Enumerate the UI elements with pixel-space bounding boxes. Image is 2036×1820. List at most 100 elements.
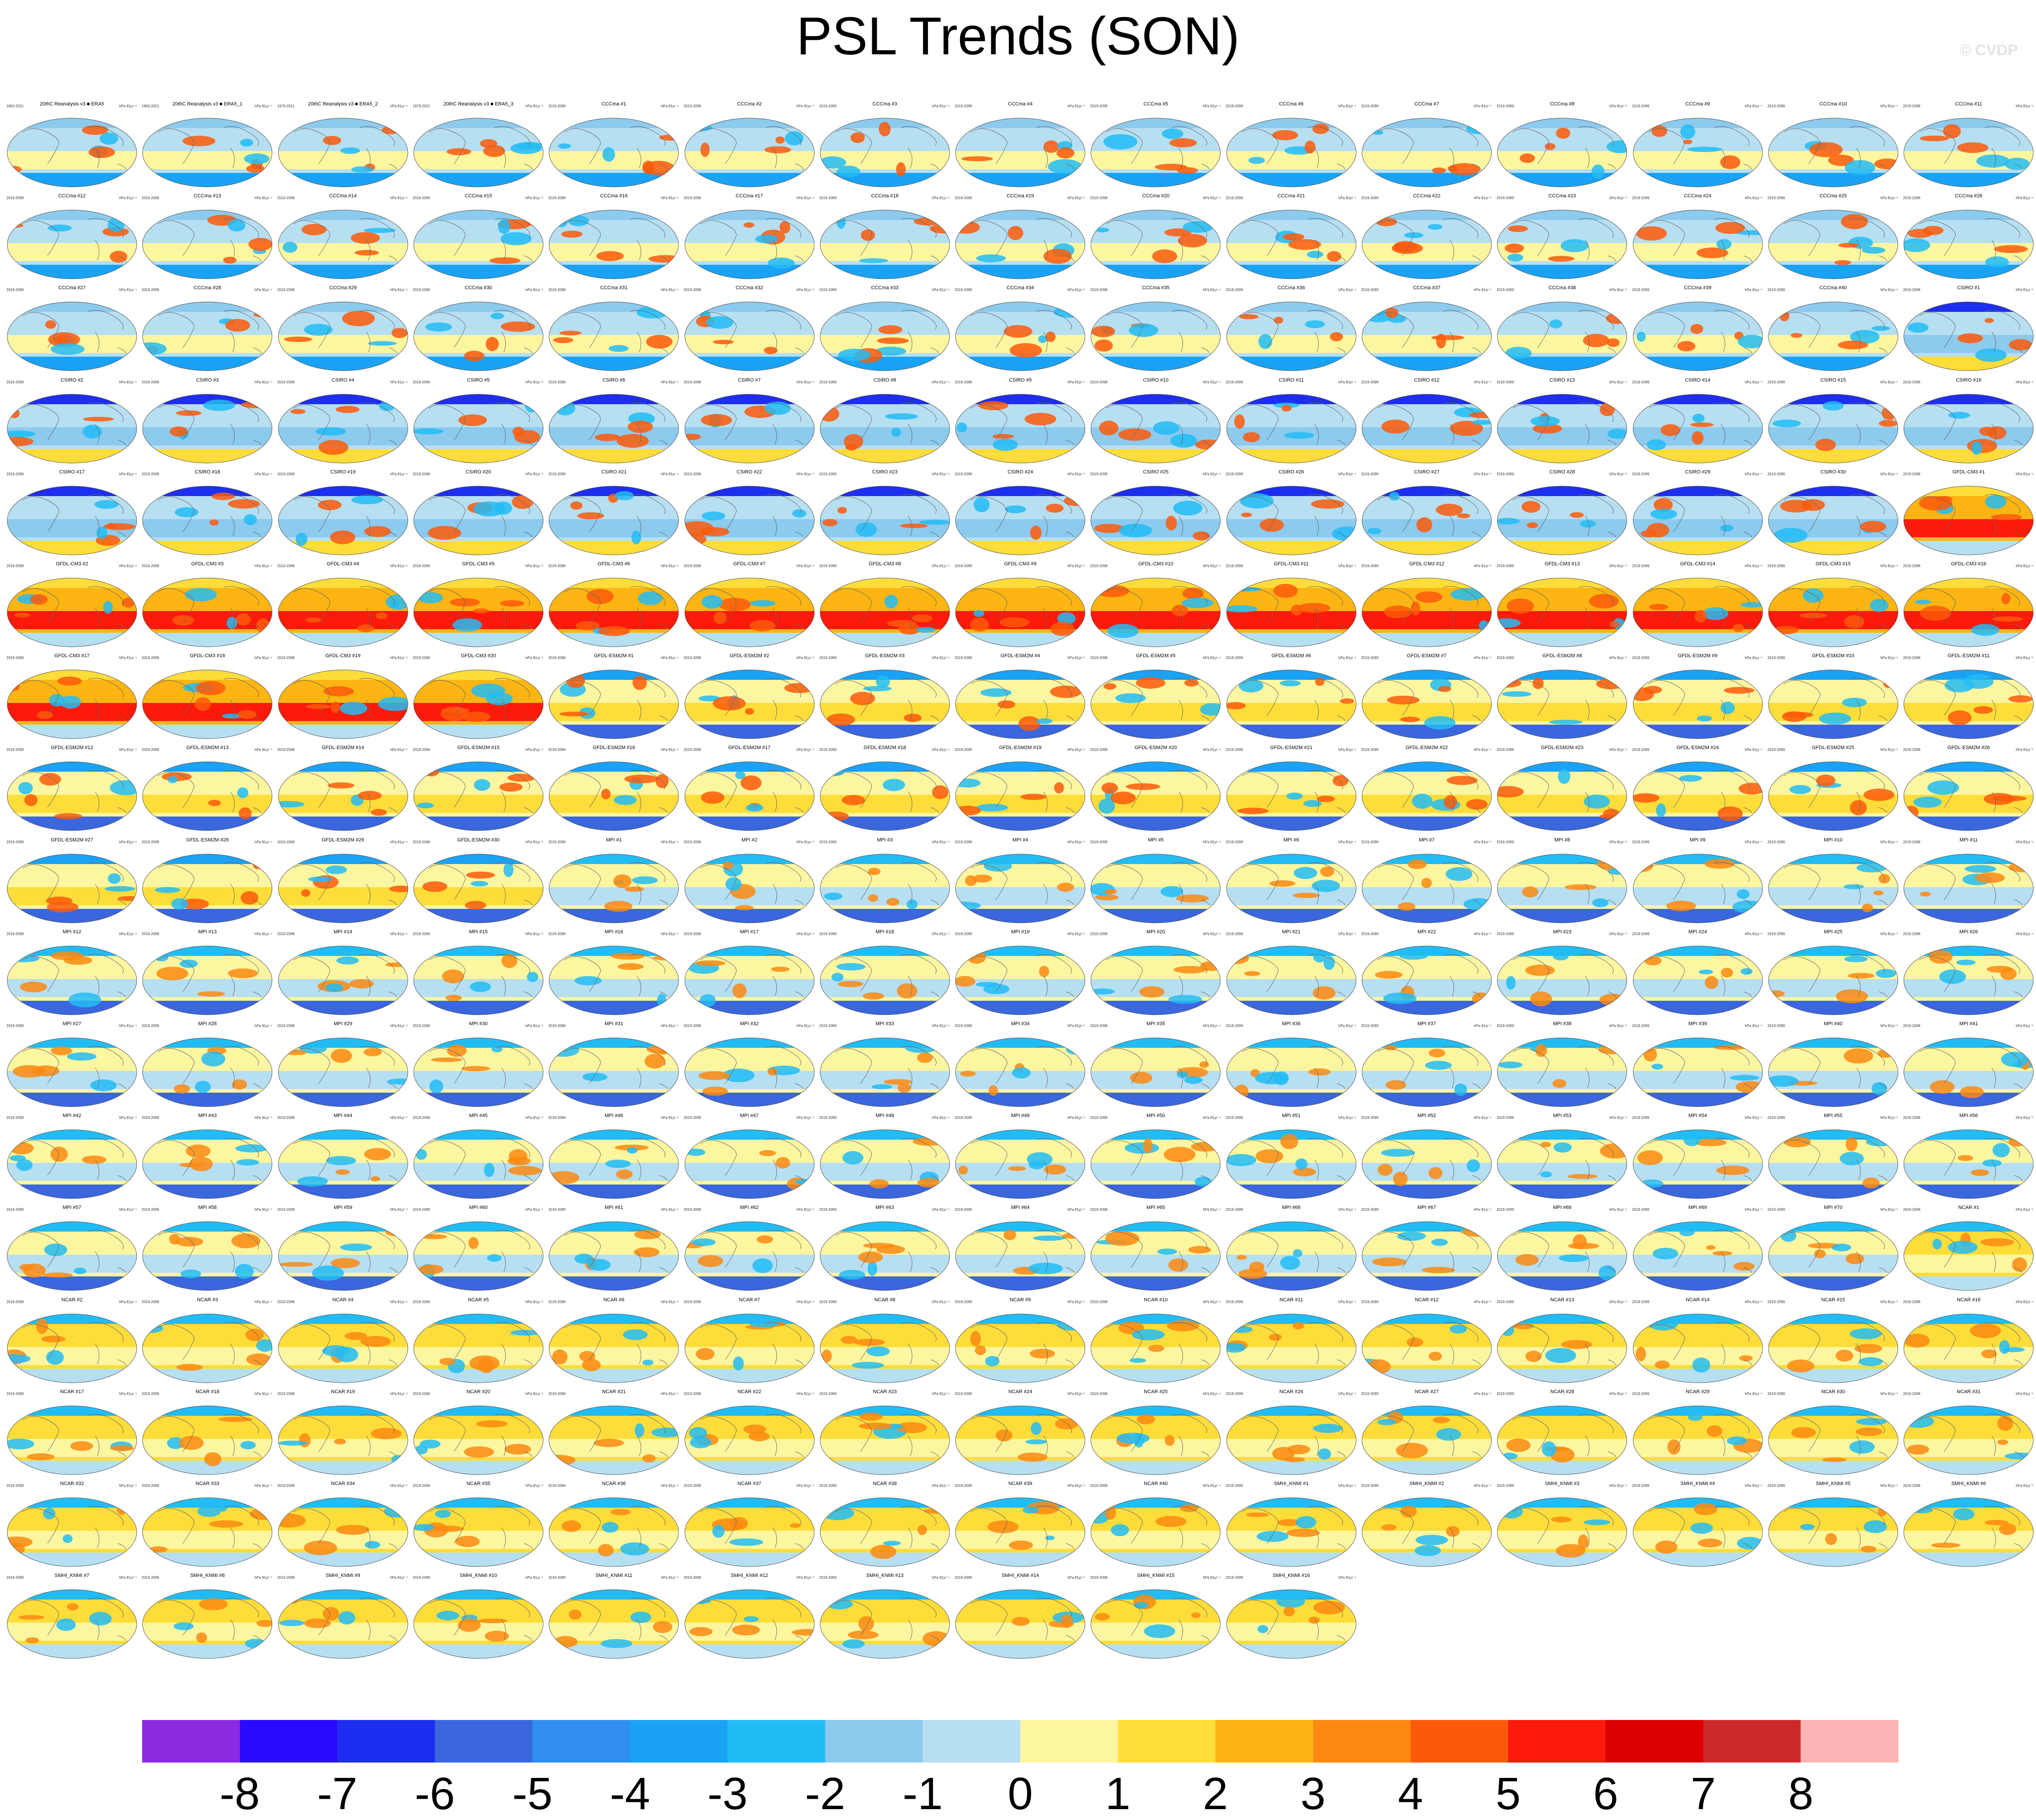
map-anomaly-blob (1982, 1159, 2002, 1167)
panel-years: 2019-2099 (1225, 1024, 1243, 1028)
map-anomaly-blob (1438, 686, 1451, 692)
panel-units: hPa 81yr⁻¹ (119, 380, 137, 384)
trend-map (1362, 301, 1492, 371)
map-anomaly-blob (792, 509, 806, 518)
map-anomaly-blob (330, 1049, 352, 1063)
panel-years: 2019-2099 (1496, 564, 1514, 568)
trend-map (549, 1129, 679, 1199)
map-anomaly-blob (1284, 432, 1314, 439)
map-anomaly-blob (1399, 952, 1428, 960)
map-anomaly-blob (1056, 147, 1075, 159)
map-anomaly-blob (1980, 1238, 2014, 1247)
map-anomaly-blob (27, 1453, 55, 1461)
trend-map (1226, 669, 1357, 739)
map-anomaly-blob (1132, 1329, 1165, 1340)
map-subtropic-band (684, 979, 814, 997)
map-north-band (1633, 762, 1763, 772)
trend-map-panel: CSIRO #3 2019-2099 hPa 81yr⁻¹ (140, 377, 275, 465)
panel-title: GFDL-CM3 #4 (326, 561, 359, 567)
panel-years: 2019-2099 (548, 288, 566, 292)
map-subtropic-band (956, 703, 1085, 721)
trend-map-panel: MPI #27 2019-2099 hPa 81yr⁻¹ (5, 1020, 139, 1109)
panel-title: GFDL-ESM2M #18 (864, 745, 906, 751)
trend-map (278, 578, 408, 647)
panel-years: 2019-2099 (6, 1299, 24, 1304)
map-anomaly-blob (1599, 1265, 1616, 1281)
map-north-band (684, 1498, 814, 1508)
map-anomaly-blob (554, 1636, 578, 1648)
map-anomaly-blob (1050, 621, 1075, 636)
map-coastline (1242, 770, 1346, 813)
map-anomaly-blob (1312, 124, 1329, 134)
map-north-band (1091, 1314, 1221, 1324)
map-anomaly-blob (1834, 260, 1851, 265)
panel-years: 2019-2099 (412, 1484, 430, 1488)
map-anomaly-blob (1592, 164, 1605, 179)
map-north-band (1633, 578, 1763, 588)
map-anomaly-blob (1094, 524, 1124, 533)
panel-units: hPa 81yr⁻¹ (2016, 380, 2034, 384)
panel-title: GFDL-ESM2M #11 (1947, 653, 1990, 659)
map-anomaly-blob (428, 525, 461, 540)
trend-map (142, 1314, 272, 1383)
map-subtropic-band (1091, 1531, 1221, 1549)
trend-map-panel: NCAR #34 2019-2099 hPa 81yr⁻¹ (276, 1480, 411, 1569)
map-anomaly-blob (1008, 226, 1023, 240)
map-anomaly-blob (1704, 859, 1735, 869)
map-anomaly-blob (735, 771, 746, 780)
figure-title: PSL Trends (SON) (796, 6, 1240, 66)
colorbar-tick-label: 4 (1398, 1768, 1424, 1819)
panel-units: hPa 81yr⁻¹ (1880, 656, 1898, 660)
map-outline (413, 946, 544, 1015)
map-anomaly-blob (464, 901, 487, 910)
trend-map (413, 1221, 544, 1291)
panel-units: hPa 81yr⁻¹ (1067, 840, 1085, 844)
map-outline (1768, 1221, 1898, 1291)
panel-years: 2019-2099 (683, 380, 701, 384)
map-anomaly-blob (1199, 1061, 1209, 1068)
trend-map (1903, 669, 2034, 739)
panel-title: CCCma #36 (1277, 285, 1305, 291)
trend-map (1090, 1037, 1221, 1107)
map-north-band (1768, 1314, 1898, 1324)
panel-years: 2019-2099 (277, 1576, 295, 1580)
map-anomaly-blob (1636, 332, 1646, 342)
map-north-band (1497, 486, 1627, 496)
panel-title: MPI #14 (334, 929, 353, 935)
map-outline (1090, 394, 1221, 463)
trend-map (1768, 210, 1898, 279)
map-anomaly-blob (1971, 624, 2000, 636)
map-north-band (1497, 670, 1627, 680)
panel-units: hPa 81yr⁻¹ (1880, 840, 1898, 844)
trend-map-panel: NCAR #31 2019-2099 hPa 81yr⁻¹ (1901, 1388, 2036, 1477)
map-anomaly-blob (1556, 1544, 1586, 1558)
trend-map (1633, 118, 1763, 187)
map-outline (955, 1497, 1085, 1567)
panel-years: 2019-2099 (277, 656, 295, 660)
map-anomaly-blob (60, 696, 81, 709)
map-anomaly-blob (1472, 992, 1490, 1005)
panel-years: 2019-2099 (142, 1484, 159, 1488)
map-outline (1768, 669, 1898, 739)
panel-units: hPa 81yr⁻¹ (1609, 1391, 1627, 1396)
panel-years: 2019-2099 (142, 840, 159, 844)
trend-map-panel: CCCma #1 2019-2099 hPa 81yr⁻¹ (546, 100, 681, 189)
map-anomaly-blob (447, 1044, 467, 1057)
map-anomaly-blob (1854, 1343, 1883, 1353)
panel-units: hPa 81yr⁻¹ (1203, 1116, 1221, 1120)
map-anomaly-blob (725, 877, 741, 891)
map-anomaly-blob (1238, 1269, 1267, 1279)
map-north-band (684, 1130, 814, 1140)
map-anomaly-blob (859, 1412, 883, 1421)
map-coastline (1919, 310, 2023, 353)
map-north-band (1362, 1222, 1491, 1232)
map-coastline (1512, 770, 1616, 813)
map-anomaly-blob (173, 1622, 194, 1630)
map-anomaly-blob (182, 135, 216, 147)
map-anomaly-blob (1134, 1602, 1149, 1609)
panel-years: 2019-2099 (683, 1116, 701, 1120)
panel-years: 1979-2021 (412, 104, 430, 108)
panel-units: hPa 81yr⁻¹ (1203, 1484, 1221, 1488)
trend-map-panel: NCAR #35 2019-2099 hPa 81yr⁻¹ (411, 1480, 546, 1569)
panel-title: CCCma #22 (1413, 193, 1441, 199)
